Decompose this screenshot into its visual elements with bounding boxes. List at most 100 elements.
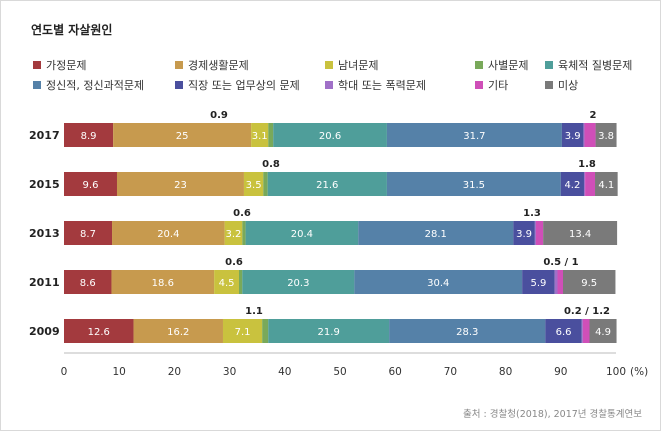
legend-swatch [325,81,333,89]
bar-segment [113,123,252,147]
bar-segment [64,319,134,343]
x-tick-label: 40 [278,366,291,378]
legend-label: 경제생활문제 [188,59,249,72]
x-axis-unit: (%) [630,366,648,378]
legend-swatch [175,81,183,89]
legend-swatch [545,61,553,69]
x-tick-label: 50 [333,366,346,378]
bar-value-label: 8.7 [80,229,96,240]
bar-segment [268,319,390,343]
bar-value-label: 4.2 [564,180,580,191]
legend-swatch [475,61,483,69]
x-tick-label: 60 [389,366,402,378]
bar-value-label: 20.4 [157,229,179,240]
legend-label: 미상 [558,79,579,92]
bar-segment [267,172,387,196]
bar-segment [238,270,243,294]
legend-label: 가정문제 [46,59,87,72]
bar-segment [222,319,263,343]
bar-value-label: 28.1 [425,229,447,240]
bar-segment [583,172,586,196]
bar-value-label: 12.6 [88,327,110,338]
bar-segment [268,123,274,147]
bar-value-label: 3.2 [226,229,242,240]
bar-segment [583,123,585,147]
bar-value-label: 16.2 [167,327,189,338]
legend-label: 육체적 질병문제 [558,59,633,72]
bar-segment [358,221,514,245]
y-category-label: 2013 [29,227,60,240]
bar-segment [224,221,243,245]
legend-item: 미상 [545,77,578,93]
bar-segment [561,123,584,147]
bar-segment [563,270,616,294]
bar-segment [111,270,215,294]
x-tick-label: 30 [223,366,236,378]
bar-segment [242,270,355,294]
bar-value-label: 4.9 [595,327,611,338]
bar-segment [263,172,268,196]
bar-value-label: 3.1 [252,131,268,142]
bar-segment [535,221,544,245]
y-category-label: 2017 [29,129,60,142]
y-category-label: 2009 [29,325,60,338]
bar-value-label: 31.7 [463,131,485,142]
bar-value-label: 8.9 [81,131,97,142]
y-category-label: 2011 [29,276,60,289]
chart-title: 연도별 자살원인 [31,23,113,37]
x-tick-label: 10 [113,366,126,378]
bar-segment [386,123,562,147]
bar-segment [245,221,359,245]
legend-item: 사별문제 [475,57,528,73]
bar-segment [262,319,269,343]
legend-label: 기타 [488,79,509,92]
legend-swatch [33,61,41,69]
bar-segment [214,270,239,294]
bar-value-label: 23 [174,180,187,191]
bar-segment [354,270,523,294]
bar-value-label: 9.6 [83,180,99,191]
bar-value-label: 25 [176,131,189,142]
bar-segment [595,172,618,196]
bar-segment [581,319,583,343]
bar-segment [64,172,117,196]
bar-segment [589,319,617,343]
x-tick-label: 80 [499,366,512,378]
legend-item: 경제생활문제 [175,57,249,73]
x-tick-label: 0 [61,366,68,378]
legend-label: 정신적, 정신과적문제 [46,79,145,92]
bar-segment [554,270,558,294]
legend-label: 직장 또는 업무상의 문제 [188,79,300,92]
bar-annotation: 0.9 [210,110,228,121]
x-tick-label: 90 [554,366,567,378]
bar-value-label: 5.9 [530,278,546,289]
bar-annotation: 1.1 [245,306,263,317]
bar-segment [389,319,546,343]
bar-value-label: 9.5 [581,278,597,289]
bar-value-label: 3.9 [565,131,581,142]
bar-segment [584,123,596,147]
legend-item: 직장 또는 업무상의 문제 [175,77,300,93]
x-tick-label: 100 [606,366,626,378]
bar-segment [242,221,246,245]
bar-segment [534,221,536,245]
bar-segment [243,172,264,196]
legend-item: 가정문제 [33,57,86,73]
bar-value-label: 7.1 [235,327,251,338]
legend-item: 남녀문제 [325,57,378,73]
bar-value-label: 8.6 [80,278,96,289]
bar-segment [560,172,584,196]
bar-segment [582,319,590,343]
legend-item: 기타 [475,77,508,93]
x-tick-label: 70 [444,366,457,378]
bar-value-label: 20.6 [319,131,341,142]
x-tick-label: 20 [168,366,181,378]
bar-annotation: 1.8 [578,159,596,170]
bar-segment [133,319,223,343]
bar-segment [386,172,561,196]
y-category-label: 2015 [29,178,60,191]
bar-value-label: 3.8 [598,131,614,142]
bar-segment [545,319,582,343]
